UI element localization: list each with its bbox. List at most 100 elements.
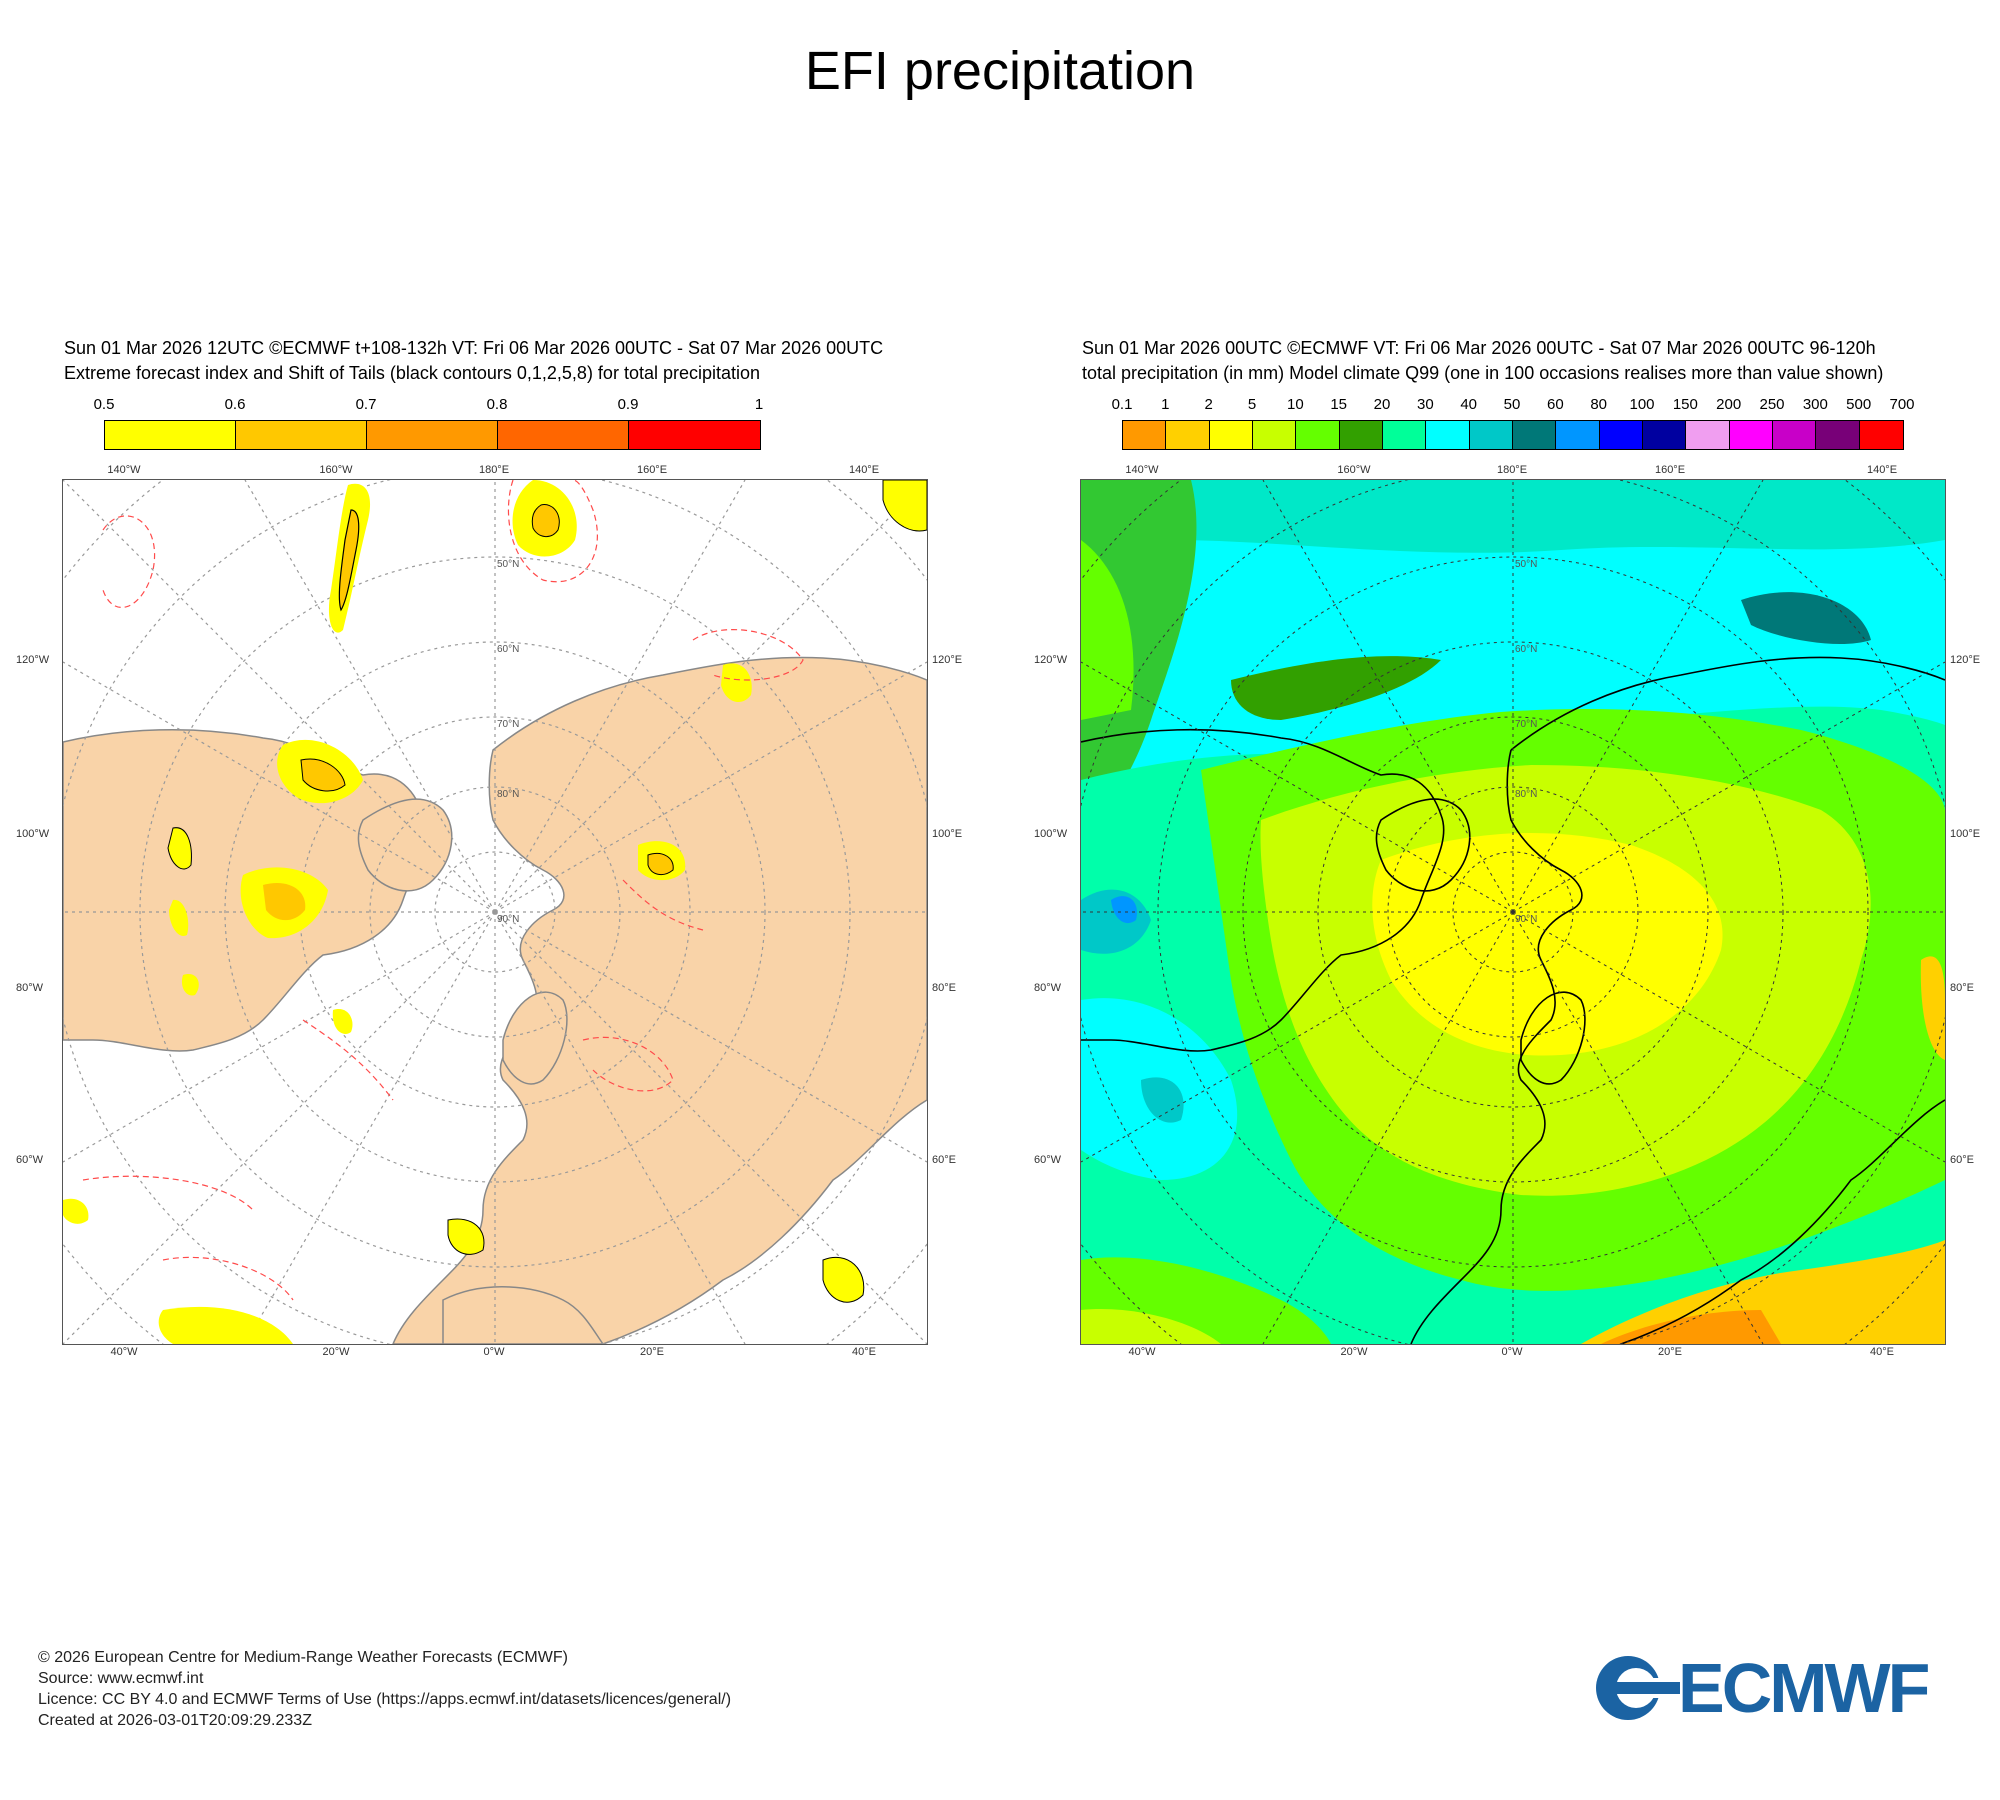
efi-colorbar-swatch: [105, 421, 236, 449]
precip-map: 50°N 60°N 70°N 80°N 90°N: [1080, 479, 1946, 1345]
precip-colorbar-swatch: [1382, 421, 1427, 449]
precip-colorbar-tick: 0.1: [1111, 396, 1133, 413]
ecmwf-logo-icon: [1596, 1656, 1680, 1720]
longitude-label: 20°W: [322, 1346, 350, 1358]
longitude-label: 0°W: [483, 1346, 505, 1358]
precip-colorbar-swatch: [1469, 421, 1513, 449]
latitude-circle-label: 80°N: [1515, 789, 1537, 800]
precip-colorbar-tick: 80: [1590, 396, 1607, 413]
longitude-label: 160°W: [1337, 464, 1371, 476]
side-longitude-label: 60°W: [1034, 1154, 1062, 1166]
precip-header-line2: total precipitation (in mm) Model climat…: [1082, 363, 1884, 383]
precip-colorbar-tick: 700: [1889, 396, 1915, 413]
precip-panel: Sun 01 Mar 2026 00UTC ©ECMWF VT: Fri 06 …: [1034, 334, 1980, 1364]
efi-panel: Sun 01 Mar 2026 12UTC ©ECMWF t+108-132h …: [16, 334, 962, 1364]
longitude-label: 160°E: [636, 464, 668, 476]
precip-colorbar-swatch: [1512, 421, 1557, 449]
ecmwf-logo-text: ECMWF: [1678, 1649, 1930, 1727]
precip-colorbar-swatch: [1599, 421, 1643, 449]
side-longitude-label: 60°E: [1950, 1154, 1974, 1166]
precip-colorbar-swatch: [1209, 421, 1253, 449]
efi-colorbar-tick: 1: [754, 396, 764, 413]
precip-colorbar-tick: 1: [1161, 396, 1170, 413]
longitude-label: 140°E: [848, 464, 880, 476]
precip-map-canvas: 50°N 60°N 70°N 80°N 90°N: [1081, 480, 1945, 1344]
efi-header-line1: Sun 01 Mar 2026 12UTC ©ECMWF t+108-132h …: [64, 338, 884, 358]
side-longitude-label: 80°W: [16, 982, 44, 994]
graticule: [63, 480, 927, 1344]
precip-colorbar-tick: 40: [1460, 396, 1477, 413]
precip-colorbar-tick: 50: [1503, 396, 1521, 413]
graticule: [1081, 480, 1945, 1344]
licence-line: Licence: CC BY 4.0 and ECMWF Terms of Us…: [38, 1691, 732, 1708]
precip-colorbar-swatch: [1686, 421, 1730, 449]
page-title: EFI precipitation: [804, 41, 1196, 101]
precip-colorbar-swatch: [1859, 421, 1903, 449]
longitude-label: 160°W: [319, 464, 353, 476]
longitude-label: 40°W: [110, 1346, 138, 1358]
longitude-label: 20°E: [640, 1346, 664, 1358]
precip-header-line1: Sun 01 Mar 2026 00UTC ©ECMWF VT: Fri 06 …: [1082, 338, 1876, 358]
longitude-label: 140°E: [1866, 464, 1898, 476]
longitude-label: 40°W: [1128, 1346, 1156, 1358]
precip-colorbar-tick: 150: [1672, 396, 1698, 413]
longitude-label: 180°E: [478, 464, 510, 476]
efi-colorbar-swatch: [236, 421, 367, 449]
precip-colorbar-swatch: [1729, 421, 1773, 449]
precip-colorbar-swatch: [1772, 421, 1817, 449]
footer: © 2026 European Centre for Medium-Range …: [38, 1647, 731, 1731]
created-line: Created at 2026-03-01T20:09:29.233Z: [38, 1712, 312, 1729]
precip-colorbar-swatch: [1339, 421, 1383, 449]
side-longitude-label: 80°W: [1034, 982, 1062, 994]
precip-colorbar-tick: 250: [1759, 396, 1785, 413]
precip-colorbar-tick: 5: [1247, 396, 1257, 413]
latitude-circle-label: 50°N: [497, 559, 519, 570]
longitude-label: 40°E: [1870, 1346, 1894, 1358]
latitude-circle-label: 90°N: [1515, 914, 1537, 925]
latitude-circle-label: 70°N: [1515, 719, 1537, 730]
longitude-label: 180°E: [1496, 464, 1528, 476]
efi-colorbar-tick: 0.5: [93, 396, 115, 413]
side-longitude-label: 60°E: [932, 1154, 956, 1166]
source-line: Source: www.ecmwf.int: [38, 1670, 204, 1687]
side-longitude-label: 60°W: [16, 1154, 44, 1166]
latitude-circle-label: 50°N: [1515, 559, 1537, 570]
efi-colorbar-tick: 0.6: [224, 396, 246, 413]
longitude-label: 140°W: [1125, 464, 1159, 476]
ecmwf-logo[interactable]: ECMWF: [1590, 1649, 1960, 1727]
copyright-line: © 2026 European Centre for Medium-Range …: [38, 1649, 568, 1666]
longitude-label: 20°W: [1340, 1346, 1368, 1358]
side-longitude-label: 100°E: [932, 828, 963, 840]
longitude-label: 40°E: [852, 1346, 876, 1358]
side-longitude-label: 100°W: [1034, 828, 1068, 840]
longitude-label: 0°W: [1501, 1346, 1523, 1358]
longitude-label: 160°E: [1654, 464, 1686, 476]
longitude-label: 140°W: [107, 464, 141, 476]
side-longitude-label: 120°E: [1950, 654, 1981, 666]
efi-0.3-contours: [82, 480, 804, 1301]
precip-colorbar: [1122, 420, 1904, 450]
coastlines: [1081, 656, 1945, 1344]
precip-colorbar-tick: 10: [1286, 396, 1304, 413]
side-longitude-label: 80°E: [932, 982, 956, 994]
efi-map: 50°N 60°N 70°N 80°N 90°N: [62, 479, 928, 1345]
precip-colorbar-swatch: [1296, 421, 1340, 449]
efi-colorbar-swatch: [367, 421, 498, 449]
efi-colorbar-swatch: [629, 421, 760, 449]
latitude-circle-label: 90°N: [497, 914, 519, 925]
efi-colorbar: [104, 420, 761, 450]
side-longitude-label: 100°W: [16, 828, 50, 840]
side-longitude-label: 100°E: [1950, 828, 1981, 840]
side-longitude-label: 120°E: [932, 654, 963, 666]
precip-colorbar-swatch: [1252, 421, 1297, 449]
latitude-circle-label: 70°N: [497, 719, 519, 730]
efi-colorbar-swatch: [498, 421, 629, 449]
precip-colorbar-swatch: [1123, 421, 1167, 449]
precip-colorbar-tick: 300: [1802, 396, 1828, 413]
precip-colorbar-tick: 2: [1204, 396, 1213, 413]
efi-map-canvas: 50°N 60°N 70°N 80°N 90°N: [63, 480, 927, 1344]
precip-colorbar-tick: 30: [1416, 396, 1434, 413]
longitude-label: 20°E: [1658, 1346, 1682, 1358]
efi-colorbar-tick: 0.7: [355, 396, 377, 413]
precip-colorbar-swatch: [1816, 421, 1860, 449]
